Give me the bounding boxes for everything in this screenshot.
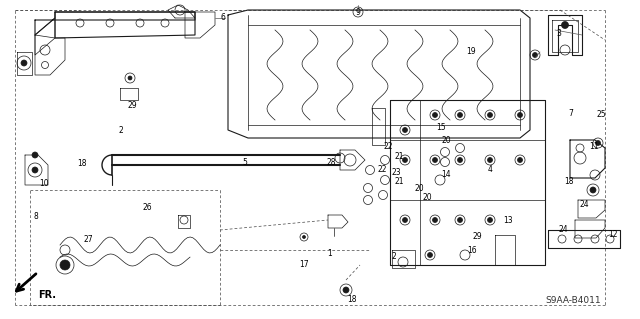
Text: 5: 5 bbox=[242, 158, 247, 167]
Circle shape bbox=[532, 53, 538, 57]
Text: 21: 21 bbox=[395, 152, 404, 161]
Circle shape bbox=[488, 113, 493, 117]
Circle shape bbox=[561, 21, 568, 28]
Text: 20: 20 bbox=[422, 193, 432, 202]
Circle shape bbox=[403, 128, 408, 132]
Text: 24: 24 bbox=[579, 200, 589, 209]
Text: 12: 12 bbox=[608, 230, 618, 239]
Text: 16: 16 bbox=[467, 246, 477, 255]
Circle shape bbox=[403, 158, 408, 162]
Text: 22: 22 bbox=[378, 165, 387, 174]
Text: 8: 8 bbox=[33, 212, 38, 221]
Text: 20: 20 bbox=[415, 184, 424, 193]
Circle shape bbox=[433, 113, 438, 117]
Circle shape bbox=[518, 113, 522, 117]
Circle shape bbox=[32, 152, 38, 158]
Circle shape bbox=[518, 158, 522, 162]
Text: 4: 4 bbox=[488, 165, 493, 174]
Text: 27: 27 bbox=[83, 235, 93, 244]
Text: 17: 17 bbox=[299, 260, 308, 269]
Circle shape bbox=[590, 187, 596, 193]
Text: 29: 29 bbox=[128, 101, 138, 110]
Text: 14: 14 bbox=[442, 170, 451, 179]
Text: FR.: FR. bbox=[38, 290, 56, 300]
Circle shape bbox=[21, 60, 27, 66]
Text: 21: 21 bbox=[395, 177, 404, 186]
Circle shape bbox=[343, 287, 349, 293]
Circle shape bbox=[403, 218, 408, 222]
Text: 15: 15 bbox=[436, 123, 446, 132]
Text: 2: 2 bbox=[392, 252, 396, 261]
Circle shape bbox=[458, 113, 463, 117]
Text: 18: 18 bbox=[77, 159, 86, 168]
Text: 25: 25 bbox=[596, 110, 606, 119]
Circle shape bbox=[433, 158, 438, 162]
Text: 7: 7 bbox=[568, 109, 573, 118]
Text: 3: 3 bbox=[557, 29, 562, 38]
Circle shape bbox=[458, 158, 463, 162]
Circle shape bbox=[60, 260, 70, 270]
Circle shape bbox=[433, 218, 438, 222]
Text: 11: 11 bbox=[589, 142, 598, 151]
Text: S9AA-B4011: S9AA-B4011 bbox=[545, 296, 600, 305]
Circle shape bbox=[128, 76, 132, 80]
Text: 22: 22 bbox=[384, 142, 394, 151]
Text: 18: 18 bbox=[347, 295, 356, 304]
Text: 2: 2 bbox=[118, 126, 123, 135]
Circle shape bbox=[303, 235, 305, 239]
Text: 29: 29 bbox=[472, 232, 482, 241]
Text: 26: 26 bbox=[142, 204, 152, 212]
Circle shape bbox=[488, 158, 493, 162]
Text: 24: 24 bbox=[558, 225, 568, 234]
Text: 18: 18 bbox=[564, 177, 574, 186]
Text: 20: 20 bbox=[442, 136, 451, 145]
Text: 6: 6 bbox=[221, 13, 226, 22]
Circle shape bbox=[458, 218, 463, 222]
Text: 28: 28 bbox=[326, 158, 336, 167]
Text: 13: 13 bbox=[503, 216, 513, 225]
Text: 19: 19 bbox=[466, 47, 476, 56]
Text: 1: 1 bbox=[328, 249, 332, 258]
Circle shape bbox=[32, 167, 38, 173]
Circle shape bbox=[428, 253, 433, 257]
Circle shape bbox=[488, 218, 493, 222]
Text: 9: 9 bbox=[355, 8, 360, 17]
Text: 10: 10 bbox=[40, 179, 49, 188]
Text: 23: 23 bbox=[392, 168, 401, 177]
Circle shape bbox=[595, 140, 600, 145]
